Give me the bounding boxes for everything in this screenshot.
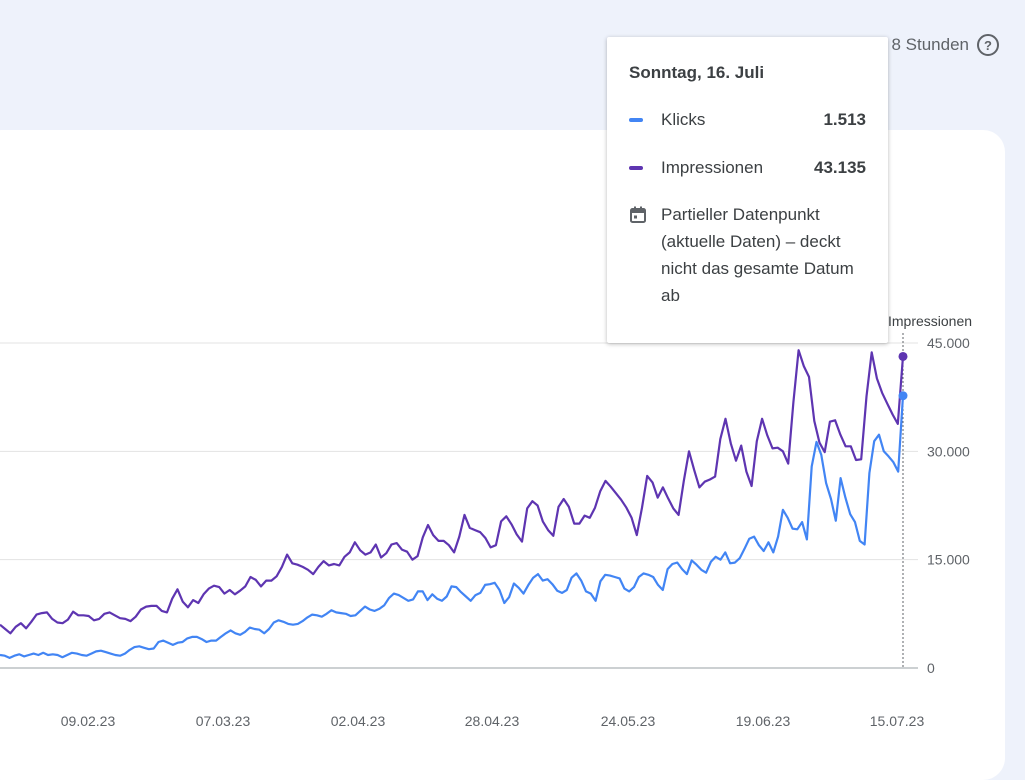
series-line-clicks (0, 395, 905, 660)
x-tick-label: 24.05.23 (601, 713, 656, 729)
y-tick-label: 45.000 (927, 335, 970, 351)
tooltip-row-impressions: Impressionen 43.135 (629, 157, 866, 179)
tooltip-partial-note: Partieller Datenpunkt (aktuelle Daten) –… (629, 201, 866, 309)
tooltip-date: Sonntag, 16. Juli (629, 63, 765, 82)
y-tick-label: 30.000 (927, 443, 970, 459)
x-tick-label: 09.02.23 (61, 713, 116, 729)
clicks-legend-swatch (629, 118, 643, 122)
calendar-icon (629, 205, 647, 223)
x-tick-label: 07.03.23 (196, 713, 251, 729)
tooltip-clicks-value: 1.513 (823, 110, 866, 129)
performance-chart[interactable]: 45.000 30.000 15.000 0 Impressionen 09.02.23 0… (0, 130, 1005, 780)
tooltip-note-text: Partieller Datenpunkt (aktuelle Daten) –… (661, 205, 854, 305)
x-tick-label: 28.04.23 (465, 713, 520, 729)
x-tick-label: 19.06.23 (736, 713, 791, 729)
tooltip-impressions-value: 43.135 (814, 158, 866, 177)
hover-point-clicks (898, 391, 908, 401)
chart-tooltip: Sonntag, 16. Juli Klicks 1.513 Impressio… (607, 37, 888, 343)
x-tick-label: 15.07.23 (870, 713, 925, 729)
impressions-legend-swatch (629, 166, 643, 170)
y-tick-label: 15.000 (927, 552, 970, 568)
x-tick-label: 02.04.23 (331, 713, 386, 729)
tooltip-clicks-label: Klicks (661, 110, 706, 129)
help-icon[interactable]: ? (977, 34, 999, 56)
y-axis-title: Impressionen (888, 313, 972, 329)
tooltip-row-clicks: Klicks 1.513 (629, 109, 866, 131)
tooltip-impressions-label: Impressionen (661, 158, 764, 177)
y-tick-label: 0 (927, 660, 935, 676)
hover-point-impressions (898, 351, 908, 361)
series-line-impressions (0, 349, 905, 635)
